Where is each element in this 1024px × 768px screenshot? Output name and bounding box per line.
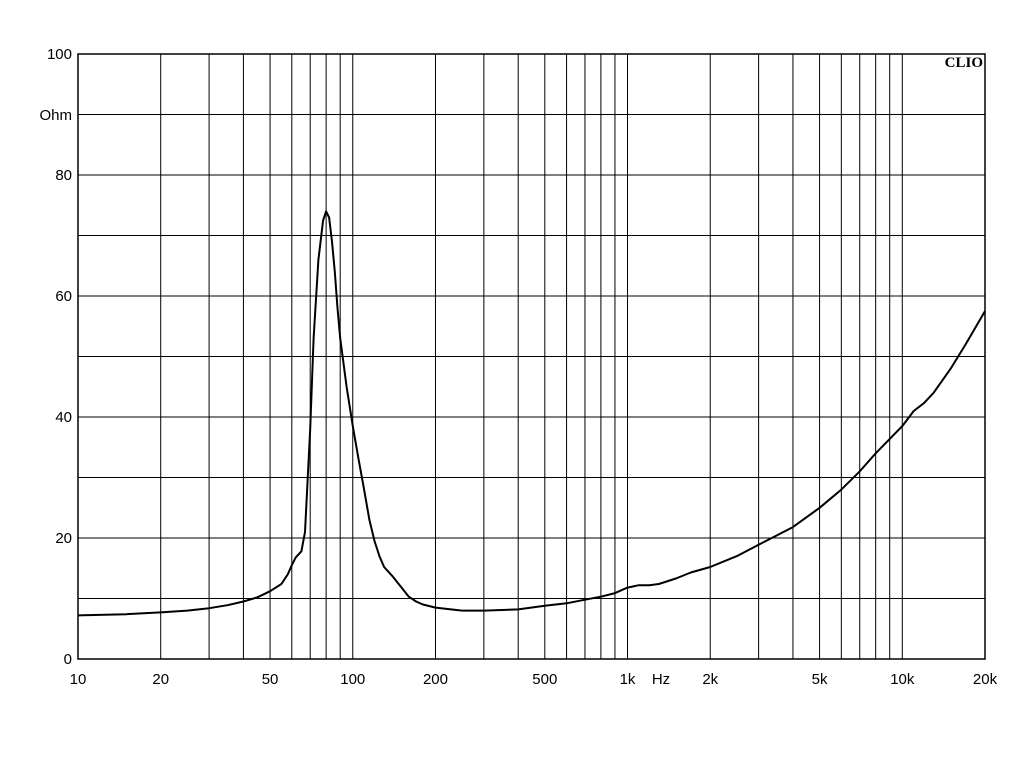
impedance-curve (77, 210, 986, 617)
brand-label: CLIO (945, 55, 983, 71)
x-tick-label: 10k (890, 671, 915, 688)
x-axis-label: Hz (652, 671, 670, 688)
grid-lines (77, 53, 986, 660)
x-tick-label: 5k (812, 671, 828, 688)
y-tick-labels: 0 20 40 60 80 100 (47, 46, 72, 668)
y-axis-label: Ohm (39, 107, 72, 124)
y-tick-label: 80 (55, 167, 72, 184)
y-tick-label: 100 (47, 46, 72, 63)
x-tick-labels: 10 20 50 100 200 500 1k 2k 5k 10k 20k (70, 671, 998, 688)
x-tick-label: 2k (702, 671, 718, 688)
x-tick-label: 1k (620, 671, 636, 688)
x-tick-label: 100 (340, 671, 365, 688)
x-tick-label: 20k (973, 671, 998, 688)
x-tick-label: 20 (152, 671, 169, 688)
y-tick-label: 40 (55, 409, 72, 426)
series-group (77, 210, 986, 617)
y-tick-label: 0 (64, 651, 72, 668)
y-tick-label: 20 (55, 530, 72, 547)
x-tick-label: 500 (532, 671, 557, 688)
plot-frame (77, 53, 986, 660)
x-tick-label: 50 (262, 671, 279, 688)
x-tick-label: 10 (70, 671, 87, 688)
y-tick-label: 60 (55, 288, 72, 305)
x-tick-label: 200 (423, 671, 448, 688)
